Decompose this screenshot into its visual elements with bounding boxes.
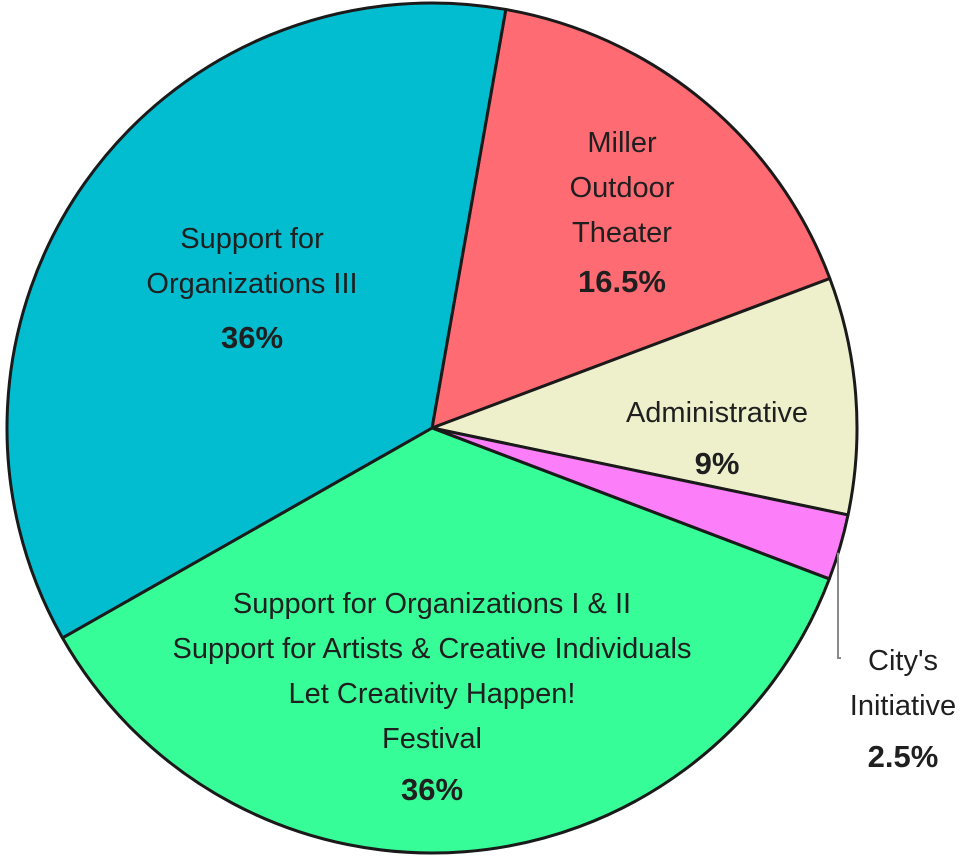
slice-label: Organizations III xyxy=(146,268,357,300)
slice-label: City's xyxy=(868,645,938,677)
slice-label: Initiative xyxy=(850,690,956,722)
slice-label: Support for Organizations I & II xyxy=(233,588,631,620)
slice-label: Administrative xyxy=(626,397,808,429)
slice-percent-label: 16.5% xyxy=(578,264,666,299)
slice-label: Support for Artists & Creative Individua… xyxy=(172,633,691,665)
pie-slice xyxy=(5,1,508,640)
slice-percent-label: 9% xyxy=(695,446,740,481)
slice-label: Outdoor xyxy=(570,172,675,204)
slice-label: Miller xyxy=(587,127,657,159)
leaders-layer xyxy=(836,552,841,659)
slice-label: Theater xyxy=(572,217,672,249)
leader-line xyxy=(836,552,841,659)
slice-label: Festival xyxy=(382,723,482,755)
pie-slice xyxy=(60,426,831,855)
slice-label: Let Creativity Happen! xyxy=(289,678,576,710)
pie-slice xyxy=(430,276,859,517)
slice-percent-label: 2.5% xyxy=(868,739,939,774)
pie-slice xyxy=(430,7,832,430)
slice-label: Support for xyxy=(180,223,324,255)
slice-percent-label: 36% xyxy=(401,772,463,807)
labels-layer: Miller Outdoor Theater 16.5% Administrative 9… xyxy=(146,127,956,807)
slices-layer xyxy=(5,1,859,855)
slice-percent-label: 36% xyxy=(221,320,283,355)
